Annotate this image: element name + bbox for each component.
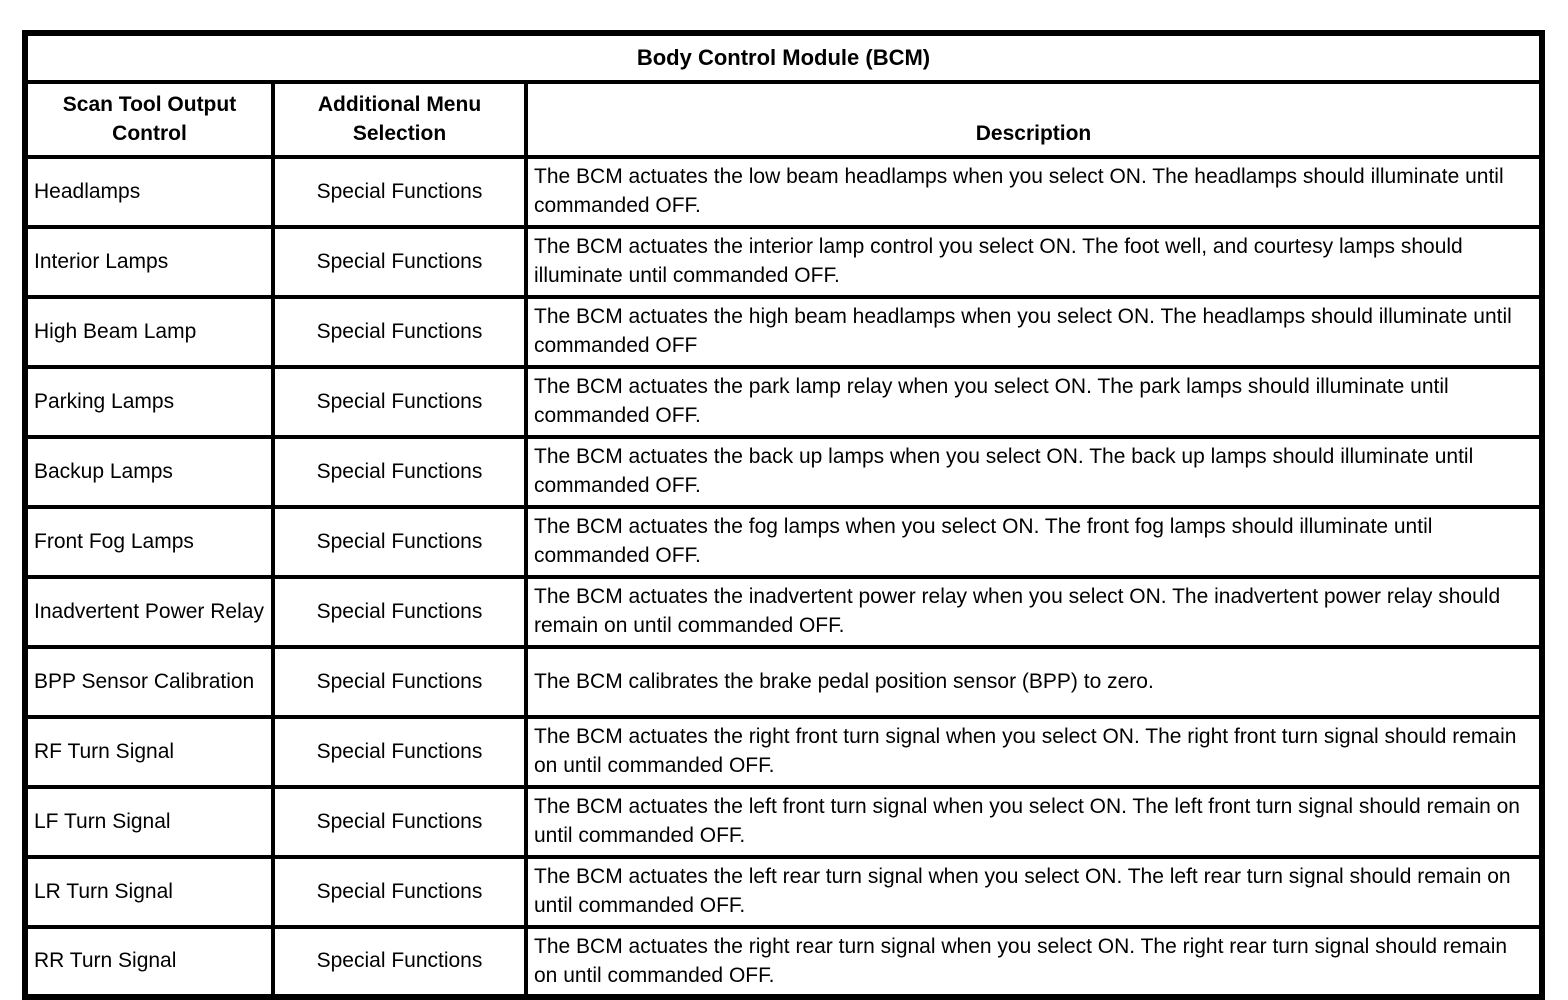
description-cell: The BCM actuates the high beam headlamps…	[524, 295, 1544, 369]
table-row: Parking Lamps Special Functions The BCM …	[23, 365, 1544, 439]
description-cell: The BCM actuates the left rear turn sign…	[524, 855, 1544, 929]
table-title: Body Control Module (BCM)	[23, 31, 1544, 84]
control-cell: RR Turn Signal	[23, 925, 275, 999]
control-cell: RF Turn Signal	[23, 715, 275, 789]
description-cell: The BCM actuates the park lamp relay whe…	[524, 365, 1544, 439]
control-cell: Interior Lamps	[23, 225, 275, 299]
menu-cell: Special Functions	[271, 715, 528, 789]
table-row: RF Turn Signal Special Functions The BCM…	[23, 715, 1544, 789]
menu-cell: Special Functions	[271, 155, 528, 229]
control-cell: LR Turn Signal	[23, 855, 275, 929]
menu-cell: Special Functions	[271, 435, 528, 509]
table-row: RR Turn Signal Special Functions The BCM…	[23, 925, 1544, 999]
menu-cell: Special Functions	[271, 295, 528, 369]
menu-cell: Special Functions	[271, 785, 528, 859]
control-cell: Headlamps	[23, 155, 275, 229]
table-row: Front Fog Lamps Special Functions The BC…	[23, 505, 1544, 579]
menu-cell: Special Functions	[271, 575, 528, 649]
description-cell: The BCM actuates the right front turn si…	[524, 715, 1544, 789]
description-cell: The BCM calibrates the brake pedal posit…	[524, 645, 1544, 719]
table-row: BPP Sensor Calibration Special Functions…	[23, 645, 1544, 719]
control-cell: High Beam Lamp	[23, 295, 275, 369]
table-row: Headlamps Special Functions The BCM actu…	[23, 155, 1544, 229]
description-cell: The BCM actuates the inadvertent power r…	[524, 575, 1544, 649]
menu-cell: Special Functions	[271, 855, 528, 929]
table-title-row: Body Control Module (BCM)	[23, 31, 1544, 84]
table-row: Backup Lamps Special Functions The BCM a…	[23, 435, 1544, 509]
menu-cell: Special Functions	[271, 225, 528, 299]
table-row: LR Turn Signal Special Functions The BCM…	[23, 855, 1544, 929]
control-cell: LF Turn Signal	[23, 785, 275, 859]
column-header-description: Description	[524, 80, 1544, 159]
description-cell: The BCM actuates the fog lamps when you …	[524, 505, 1544, 579]
menu-cell: Special Functions	[271, 505, 528, 579]
column-header-scan-tool-output-control: Scan Tool Output Control	[23, 80, 275, 159]
control-cell: Parking Lamps	[23, 365, 275, 439]
control-cell: Front Fog Lamps	[23, 505, 275, 579]
description-cell: The BCM actuates the left front turn sig…	[524, 785, 1544, 859]
menu-cell: Special Functions	[271, 365, 528, 439]
control-cell: Inadvertent Power Relay	[23, 575, 275, 649]
column-header-additional-menu-selection: Additional Menu Selection	[271, 80, 528, 159]
menu-cell: Special Functions	[271, 645, 528, 719]
description-cell: The BCM actuates the back up lamps when …	[524, 435, 1544, 509]
table-row: Interior Lamps Special Functions The BCM…	[23, 225, 1544, 299]
menu-cell: Special Functions	[271, 925, 528, 999]
description-cell: The BCM actuates the low beam headlamps …	[524, 155, 1544, 229]
description-cell: The BCM actuates the interior lamp contr…	[524, 225, 1544, 299]
table-header-row: Scan Tool Output Control Additional Menu…	[23, 80, 1544, 159]
table-row: Inadvertent Power Relay Special Function…	[23, 575, 1544, 649]
bcm-output-controls-table: Body Control Module (BCM) Scan Tool Outp…	[22, 30, 1545, 1000]
control-cell: Backup Lamps	[23, 435, 275, 509]
table-row: LF Turn Signal Special Functions The BCM…	[23, 785, 1544, 859]
control-cell: BPP Sensor Calibration	[23, 645, 275, 719]
table-row: High Beam Lamp Special Functions The BCM…	[23, 295, 1544, 369]
description-cell: The BCM actuates the right rear turn sig…	[524, 925, 1544, 999]
